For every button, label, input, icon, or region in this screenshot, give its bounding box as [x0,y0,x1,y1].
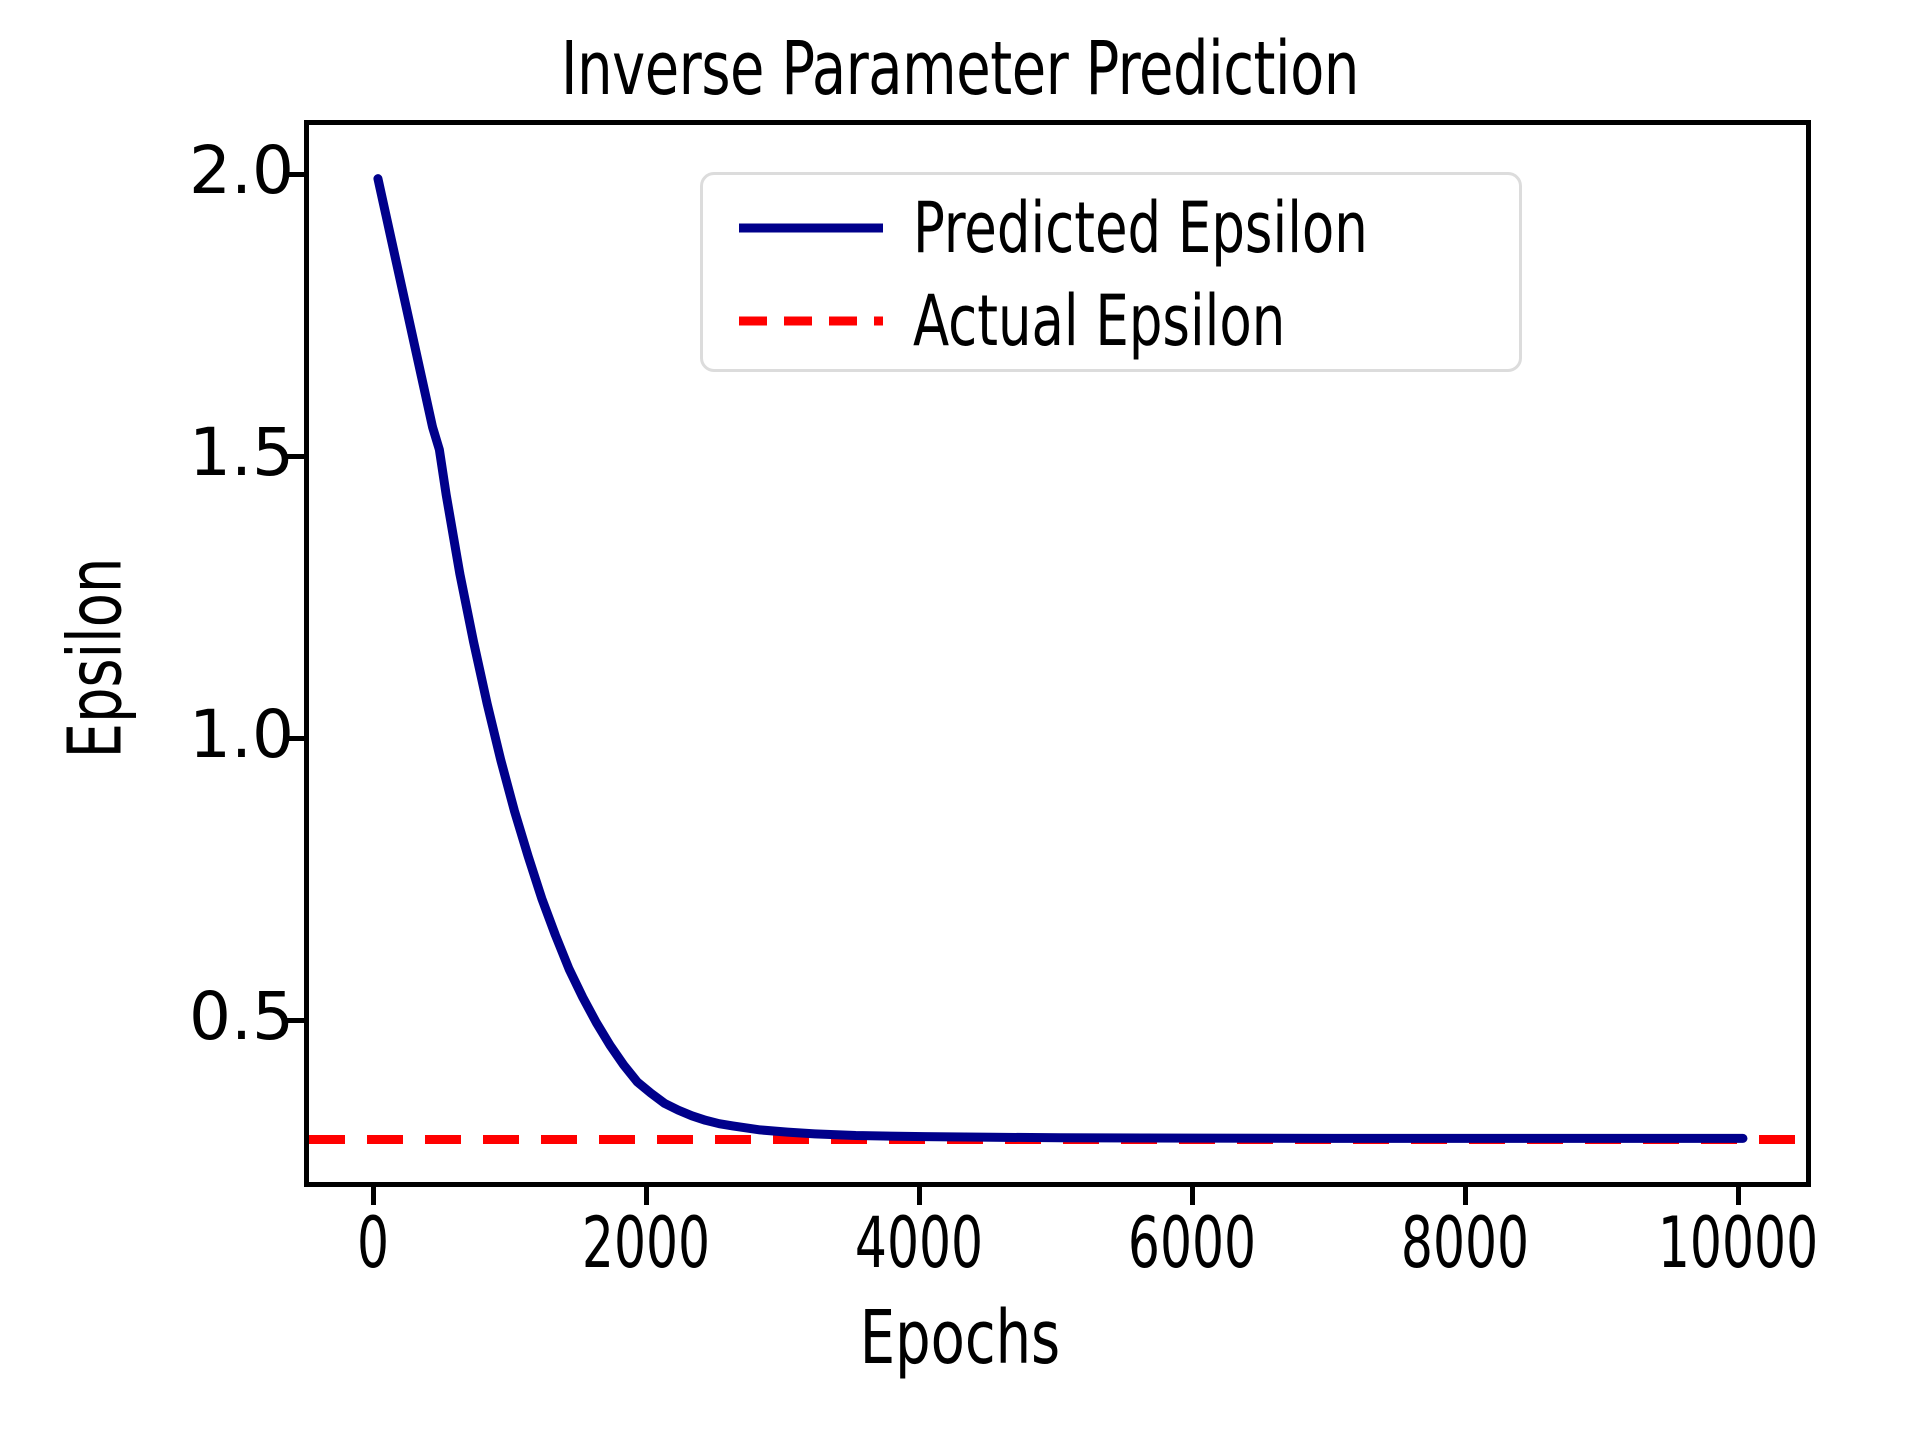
chart-legend: Predicted Epsilon Actual Epsilon [700,172,1522,372]
x-tick-label: 0 [356,1202,389,1284]
x-tick-mark [370,1187,376,1205]
plot-canvas [309,174,1816,1144]
y-tick-mark [286,171,304,177]
x-tick-label: 8000 [1400,1202,1530,1284]
x-tick-label: 4000 [854,1202,984,1284]
y-tick-label: 2.0 [189,131,294,209]
legend-label-predicted: Predicted Epsilon [913,187,1368,269]
y-tick-mark [286,736,304,742]
x-tick-mark [1735,1187,1741,1205]
x-tick-label: 2000 [581,1202,711,1284]
y-axis-title: Epsilon [51,557,138,759]
x-tick-label: 6000 [1127,1202,1257,1284]
x-tick-mark [1189,1187,1195,1205]
predicted-epsilon-line [373,174,1748,1143]
x-tick-mark [916,1187,922,1205]
y-tick-mark [286,1018,304,1024]
legend-item-actual: Actual Epsilon [703,280,1519,362]
y-tick-mark [286,453,304,459]
y-tick-label: 1.5 [189,413,294,491]
x-tick-mark [1462,1187,1468,1205]
chart-title: Inverse Parameter Prediction [561,26,1359,112]
legend-line-swatch-solid [735,208,887,248]
y-tick-label: 0.5 [189,978,294,1056]
legend-label-actual: Actual Epsilon [913,280,1286,362]
legend-line-swatch-dashed [735,301,887,341]
x-axis-title: Epochs [859,1295,1061,1381]
y-tick-label: 1.0 [189,696,294,774]
x-tick-mark [643,1187,649,1205]
x-tick-label: 10000 [1657,1202,1819,1284]
legend-item-predicted: Predicted Epsilon [703,187,1519,269]
